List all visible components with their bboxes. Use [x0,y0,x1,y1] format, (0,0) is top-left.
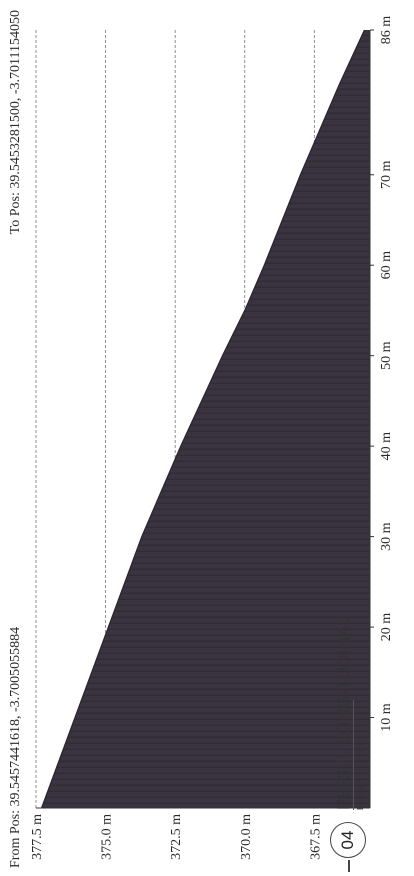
y-tick-label: 372.5 m [169,814,184,860]
caption-underline [353,700,354,810]
caption-left-rule [348,860,350,872]
y-tick-label: 367.5 m [308,814,323,860]
x-tick-label: 50 m [379,341,394,370]
x-tick-label: 10 m [379,703,394,732]
y-axis: 377.5 m 375.0 m 372.5 m 370.0 m 367.5 m [30,807,370,860]
x-tick-label: 20 m [379,613,394,642]
profile-area-texture [41,30,370,808]
x-tick-label: 40 m [379,432,394,461]
drawing-title: PERFIL LONGITUDINAL [334,615,353,810]
y-tick-label: 370.0 m [239,814,254,860]
x-tick-label: 60 m [379,251,394,280]
y-tick-label: 375.0 m [100,814,115,860]
scale-value: SEM [356,738,365,756]
y-tick-label: 377.5 m [30,814,45,860]
profile-line [41,29,365,809]
x-axis: 10 m 20 m 30 m 40 m 50 m 60 m 70 m 86 m [369,16,394,808]
profile-area [41,29,370,809]
x-tick-label: 30 m [379,522,394,551]
scale-label: ESCALA : [356,774,365,810]
x-tick-label: 70 m [379,160,394,189]
drawing-number-circle: 04 [330,822,366,858]
x-tick-label: 86 m [379,16,394,45]
